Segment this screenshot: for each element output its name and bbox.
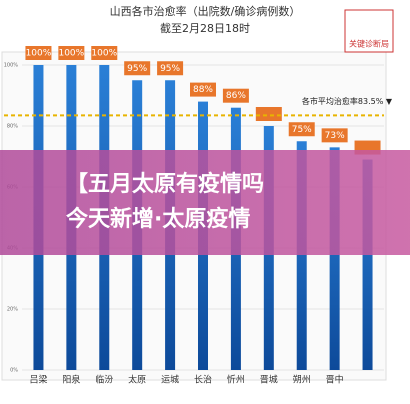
x-tick-label: 长治 bbox=[194, 374, 212, 386]
value-label: 100% bbox=[26, 49, 52, 59]
x-tick-label: 运城 bbox=[161, 375, 179, 386]
value-label-box bbox=[25, 46, 52, 60]
value-label-box bbox=[321, 128, 348, 143]
x-tick-label: 临汾 bbox=[95, 374, 113, 386]
banner-line: 今天新增·太原疫情 bbox=[66, 206, 250, 232]
value-label-box bbox=[288, 122, 315, 137]
value-label: 75% bbox=[292, 125, 312, 135]
watermark: 关键诊断局 bbox=[349, 39, 389, 49]
y-tick-label: 80% bbox=[7, 124, 18, 130]
x-tick-label: 阳泉 bbox=[62, 374, 80, 386]
value-label: 95% bbox=[160, 64, 180, 74]
chart-title: 山西各市治愈率（出院数/确诊病例数） bbox=[110, 4, 301, 18]
x-tick-label: 太原 bbox=[128, 374, 146, 386]
value-label-box bbox=[157, 61, 184, 76]
value-label-box bbox=[124, 61, 151, 76]
y-tick-label: 20% bbox=[7, 307, 18, 313]
x-tick-label: 晋中 bbox=[326, 374, 344, 386]
average-label: 各市平均治愈率83.5% ▼ bbox=[302, 96, 393, 106]
value-label: 95% bbox=[127, 64, 147, 74]
watermark-logo bbox=[344, 9, 394, 53]
banner bbox=[0, 150, 410, 255]
x-tick-label: 晋城 bbox=[260, 375, 278, 386]
value-label-box bbox=[255, 107, 282, 121]
y-tick-label: 0% bbox=[10, 368, 18, 374]
y-tick-label: 100% bbox=[4, 63, 19, 69]
x-tick-label: 朔州 bbox=[293, 374, 311, 386]
value-label: 73% bbox=[325, 131, 345, 141]
x-tick-label: 吕梁 bbox=[29, 374, 47, 386]
value-label: 100% bbox=[91, 49, 117, 59]
value-label-box bbox=[190, 82, 216, 97]
value-label-box bbox=[91, 46, 118, 60]
value-label: 100% bbox=[58, 49, 84, 59]
chart-subtitle: 截至2月28日18时 bbox=[160, 21, 250, 35]
value-label: 88% bbox=[193, 85, 213, 95]
bar bbox=[296, 141, 307, 370]
bar bbox=[329, 147, 340, 370]
value-label-box bbox=[222, 88, 249, 103]
bar bbox=[362, 159, 373, 370]
value-label-box bbox=[58, 46, 85, 60]
banner-line: 【五月太原有疫情吗 bbox=[66, 171, 264, 197]
x-tick-label: 忻州 bbox=[227, 374, 245, 386]
value-label: 86% bbox=[226, 91, 246, 101]
